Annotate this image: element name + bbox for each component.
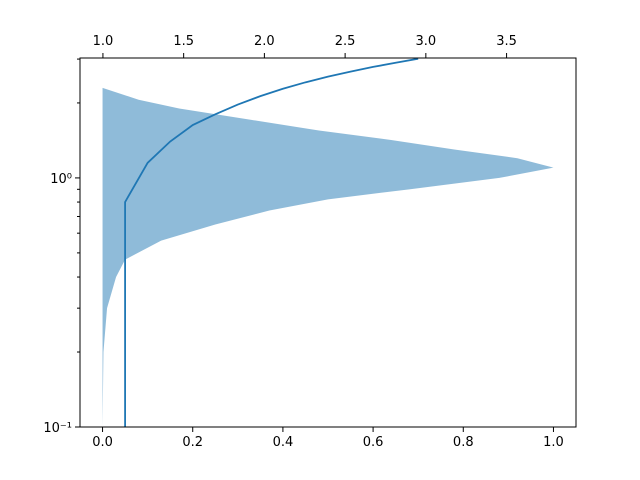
x-tick-label: 0.8 (453, 435, 474, 450)
x-tick-label: 0.6 (363, 435, 384, 450)
x2-tick-label: 1.0 (93, 34, 114, 49)
x-tick-label: 0.2 (182, 435, 203, 450)
line (124, 58, 419, 427)
x-tick-label: 1.0 (543, 435, 564, 450)
x2-tick-label: 3.0 (416, 34, 437, 49)
y-tick-label: 10⁻¹ (43, 421, 72, 436)
plot-area (102, 58, 554, 427)
y-tick-label: 10⁰ (50, 172, 72, 187)
area (102, 87, 554, 427)
x2-tick-label: 2.5 (335, 34, 356, 49)
x-tick-label: 0.4 (273, 435, 294, 450)
x2-tick-label: 2.0 (254, 34, 275, 49)
x2-tick-label: 1.5 (173, 34, 194, 49)
x2-tick-label: 3.5 (496, 34, 517, 49)
axes-frame (79, 57, 577, 428)
x-tick-label: 0.0 (92, 435, 113, 450)
